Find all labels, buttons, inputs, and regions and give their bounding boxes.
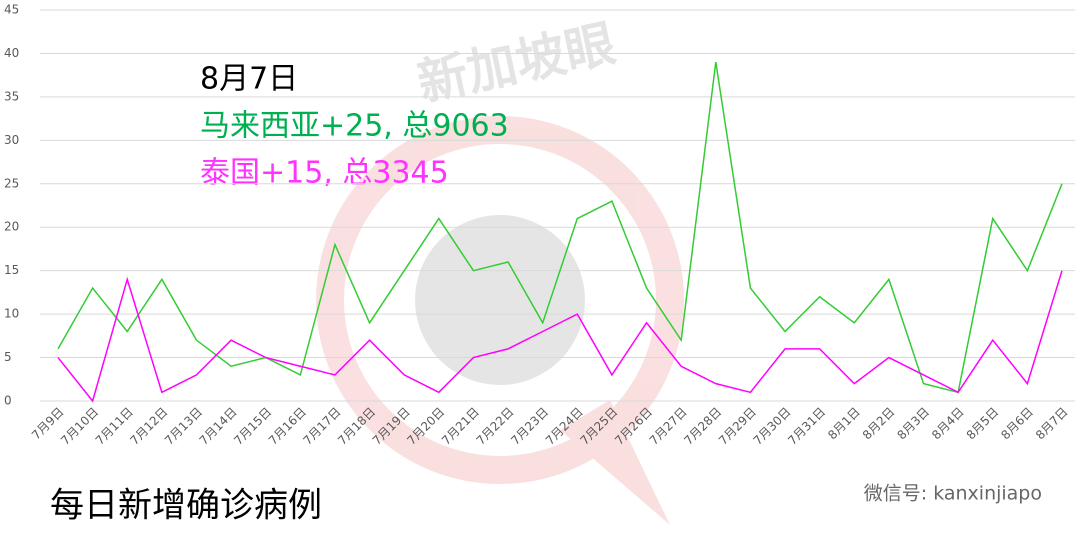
- annotation-malaysia: 马来西亚+25, 总9063: [200, 109, 509, 144]
- y-tick-label: 10: [4, 307, 19, 321]
- annotation-date: 8月7日: [200, 62, 298, 97]
- x-tick-label: 7月13日: [162, 405, 205, 448]
- y-tick-label: 30: [4, 133, 19, 147]
- x-tick-label: 8月5日: [964, 405, 1002, 443]
- x-tick-label: 7月31日: [785, 405, 828, 448]
- x-tick-label: 8月4日: [929, 405, 967, 443]
- x-tick-label: 7月21日: [439, 405, 482, 448]
- annotation-thailand: 泰国+15, 总3345: [200, 156, 449, 191]
- series-line: [57, 62, 1063, 394]
- y-tick-label: 20: [4, 220, 19, 234]
- watermark-logo: [316, 116, 684, 525]
- x-tick-label: 7月17日: [300, 405, 343, 448]
- x-tick-label: 8月6日: [998, 405, 1036, 443]
- x-tick-label: 7月22日: [474, 405, 517, 448]
- x-tick-label: 8月2日: [860, 405, 898, 443]
- x-tick-label: 8月1日: [825, 405, 863, 443]
- x-tick-label: 7月15日: [231, 405, 274, 448]
- x-tick-label: 7月16日: [266, 405, 309, 448]
- watermark-text: 新加坡眼: [413, 14, 621, 112]
- x-tick-label: 7月12日: [127, 405, 170, 448]
- x-tick-label: 7月28日: [681, 405, 724, 448]
- y-tick-label: 15: [4, 263, 19, 277]
- credit: 微信号: kanxinjiapo: [864, 483, 1042, 505]
- x-tick-label: 8月3日: [894, 405, 932, 443]
- x-tick-label: 7月23日: [508, 405, 551, 448]
- y-tick-label: 0: [4, 394, 12, 408]
- y-tick-label: 25: [4, 176, 19, 190]
- y-tick-label: 45: [4, 3, 19, 17]
- y-tick-label: 5: [4, 350, 12, 364]
- series-line: [57, 270, 1063, 403]
- y-tick-label: 40: [4, 46, 19, 60]
- chart-title: 每日新增确诊病例: [50, 486, 322, 526]
- x-tick-label: 7月30日: [751, 405, 794, 448]
- x-tick-label: 7月14日: [197, 405, 240, 448]
- y-tick-label: 35: [4, 89, 19, 103]
- x-tick-label: 7月29日: [716, 405, 759, 448]
- x-tick-label: 7月10日: [58, 405, 101, 448]
- x-tick-label: 7月27日: [647, 405, 690, 448]
- x-tick-label: 7月11日: [93, 405, 136, 448]
- x-tick-label: 8月7日: [1033, 405, 1071, 443]
